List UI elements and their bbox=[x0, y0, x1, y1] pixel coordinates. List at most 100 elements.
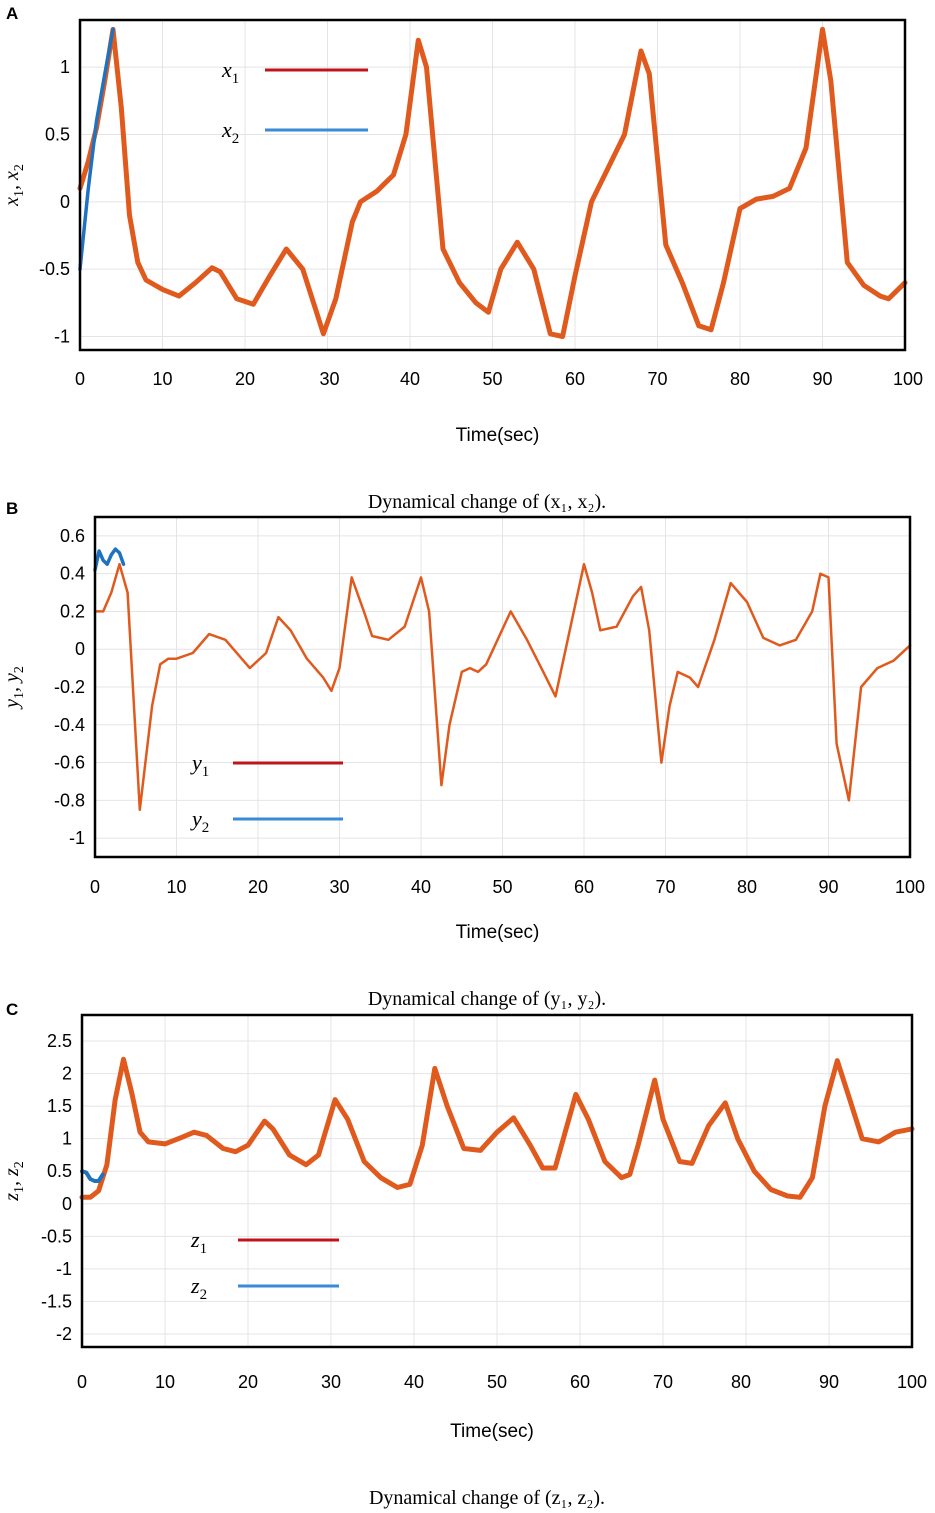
series-line-y1 bbox=[93, 562, 912, 812]
legend-subscript: 2 bbox=[202, 820, 210, 836]
y-axis-label-part: z bbox=[1, 1193, 23, 1202]
y-tick-label: -0.6 bbox=[54, 753, 85, 773]
y-axis-label: x1, x2 bbox=[1, 164, 27, 207]
y-axis-label: y1, y2 bbox=[1, 666, 27, 710]
figure-caption: Dynamical change of (y₁, y₂). bbox=[368, 988, 606, 1010]
x-tick-label: 100 bbox=[893, 369, 923, 389]
x-tick-label: 10 bbox=[166, 877, 186, 897]
x-tick-label: 70 bbox=[655, 877, 675, 897]
y-tick-label: 0 bbox=[60, 192, 70, 212]
y-tick-label: -0.5 bbox=[41, 1226, 72, 1246]
x-tick-label: 60 bbox=[570, 1372, 590, 1392]
x-axis-label: Time(sec) bbox=[456, 922, 540, 943]
x-tick-label: 100 bbox=[895, 877, 925, 897]
y-tick-label: -0.8 bbox=[54, 790, 85, 810]
panel-letter: C bbox=[6, 1000, 18, 1019]
legend-subscript: 2 bbox=[232, 131, 240, 147]
x-tick-label: 30 bbox=[319, 369, 339, 389]
y-tick-label: 1 bbox=[60, 57, 70, 77]
plot-frame bbox=[78, 18, 907, 352]
y-axis-label-part: y bbox=[1, 673, 23, 684]
y-axis-label-part: 2 bbox=[12, 164, 27, 171]
x-tick-label: 100 bbox=[897, 1372, 927, 1392]
x-tick-label: 40 bbox=[404, 1372, 424, 1392]
panel-B: B 0.6 0.4 0.2 0 -0.2 -0.4 -0.6 -0.8 -1 0 10 20 30 40 50… bbox=[1, 499, 925, 1010]
y-tick-label: -1.5 bbox=[41, 1291, 72, 1311]
y-tick-label: -1 bbox=[69, 828, 85, 848]
y-axis-label-part: , bbox=[1, 1176, 23, 1186]
panel-C: C 2.5 2 1.5 1 0.5 0 -0.5 -1 -1.5 -2 0 10 20 30 40 50 60 70… bbox=[1, 1000, 927, 1509]
y-tick-label: 0 bbox=[75, 639, 85, 659]
y-axis-label-part: , bbox=[1, 682, 23, 692]
x-tick-label: 10 bbox=[155, 1372, 175, 1392]
legend-subscript: 2 bbox=[200, 1287, 208, 1303]
y-tick-label: 0.4 bbox=[60, 564, 85, 584]
y-axis-label-part: , bbox=[1, 180, 23, 190]
y-axis-label-part: x bbox=[1, 171, 23, 181]
x-tick-label: 40 bbox=[411, 877, 431, 897]
y-tick-label: -2 bbox=[56, 1324, 72, 1344]
series-line-x2 bbox=[78, 27, 115, 271]
panel-letter: A bbox=[6, 4, 18, 23]
y-axis-label-part: 1 bbox=[12, 692, 27, 699]
x-tick-label: 60 bbox=[565, 369, 585, 389]
y-axis-label-part: x bbox=[1, 197, 23, 207]
x-tick-label: 70 bbox=[647, 369, 667, 389]
x-tick-label: 10 bbox=[152, 369, 172, 389]
x-tick-label: 30 bbox=[321, 1372, 341, 1392]
plot-frame bbox=[80, 1013, 914, 1349]
legend-label-x2: x2 bbox=[221, 117, 239, 147]
x-axis-label: Time(sec) bbox=[456, 425, 540, 446]
x-axis-label: Time(sec) bbox=[450, 1421, 534, 1442]
legend-label-x1: x1 bbox=[221, 57, 239, 87]
legend-subscript: 1 bbox=[232, 71, 240, 87]
y-axis-label-part: 1 bbox=[12, 190, 27, 197]
x-tick-label: 80 bbox=[731, 1372, 751, 1392]
figure-caption: Dynamical change of (x₁, x₂). bbox=[368, 491, 606, 513]
legend-label-z1: z1 bbox=[190, 1227, 207, 1257]
series-line-z1 bbox=[79, 1056, 915, 1200]
x-tick-label: 0 bbox=[90, 877, 100, 897]
series-line-z2 bbox=[80, 1169, 105, 1183]
x-tick-label: 80 bbox=[730, 369, 750, 389]
y-axis-label-part: z bbox=[1, 1168, 23, 1177]
y-axis-label: z1, z2 bbox=[1, 1161, 27, 1202]
x-tick-label: 50 bbox=[492, 877, 512, 897]
legend-subscript: 1 bbox=[200, 1241, 208, 1257]
x-tick-label: 90 bbox=[818, 877, 838, 897]
x-tick-label: 0 bbox=[77, 1372, 87, 1392]
x-tick-label: 70 bbox=[653, 1372, 673, 1392]
y-tick-label: 0.6 bbox=[60, 526, 85, 546]
y-tick-label: -0.4 bbox=[54, 715, 85, 735]
y-tick-label: 1 bbox=[62, 1129, 72, 1149]
x-tick-label: 50 bbox=[482, 369, 502, 389]
y-tick-label: -1 bbox=[54, 327, 70, 347]
y-axis-label-part: 1 bbox=[12, 1186, 27, 1193]
x-tick-label: 90 bbox=[812, 369, 832, 389]
x-tick-label: 40 bbox=[400, 369, 420, 389]
y-tick-label: 0 bbox=[62, 1194, 72, 1214]
panel-A: A 1 0.5 0 -0.5 -1 0 10 20 30 40 50 60 70 80 90 100 Time(s… bbox=[1, 4, 923, 513]
series-line-y2 bbox=[93, 547, 126, 572]
y-tick-label: 0.2 bbox=[60, 601, 85, 621]
panel-letter: B bbox=[6, 499, 18, 518]
x-tick-label: 60 bbox=[574, 877, 594, 897]
x-tick-label: 50 bbox=[487, 1372, 507, 1392]
legend-subscript: 1 bbox=[202, 764, 210, 780]
y-tick-label: 2 bbox=[62, 1064, 72, 1084]
legend-label-y2: y2 bbox=[190, 806, 209, 836]
series-line-x1 bbox=[77, 26, 908, 339]
y-tick-label: -0.5 bbox=[39, 259, 70, 279]
y-tick-label: 0.5 bbox=[47, 1161, 72, 1181]
figure-caption: Dynamical change of (z₁, z₂). bbox=[369, 1487, 605, 1509]
x-tick-label: 20 bbox=[248, 877, 268, 897]
x-tick-label: 90 bbox=[819, 1372, 839, 1392]
y-tick-label: -0.2 bbox=[54, 677, 85, 697]
x-tick-label: 30 bbox=[329, 877, 349, 897]
y-axis-label-part: y bbox=[1, 699, 23, 710]
y-tick-label: 1.5 bbox=[47, 1096, 72, 1116]
y-tick-label: 0.5 bbox=[45, 124, 70, 144]
x-tick-label: 80 bbox=[737, 877, 757, 897]
x-tick-label: 20 bbox=[235, 369, 255, 389]
